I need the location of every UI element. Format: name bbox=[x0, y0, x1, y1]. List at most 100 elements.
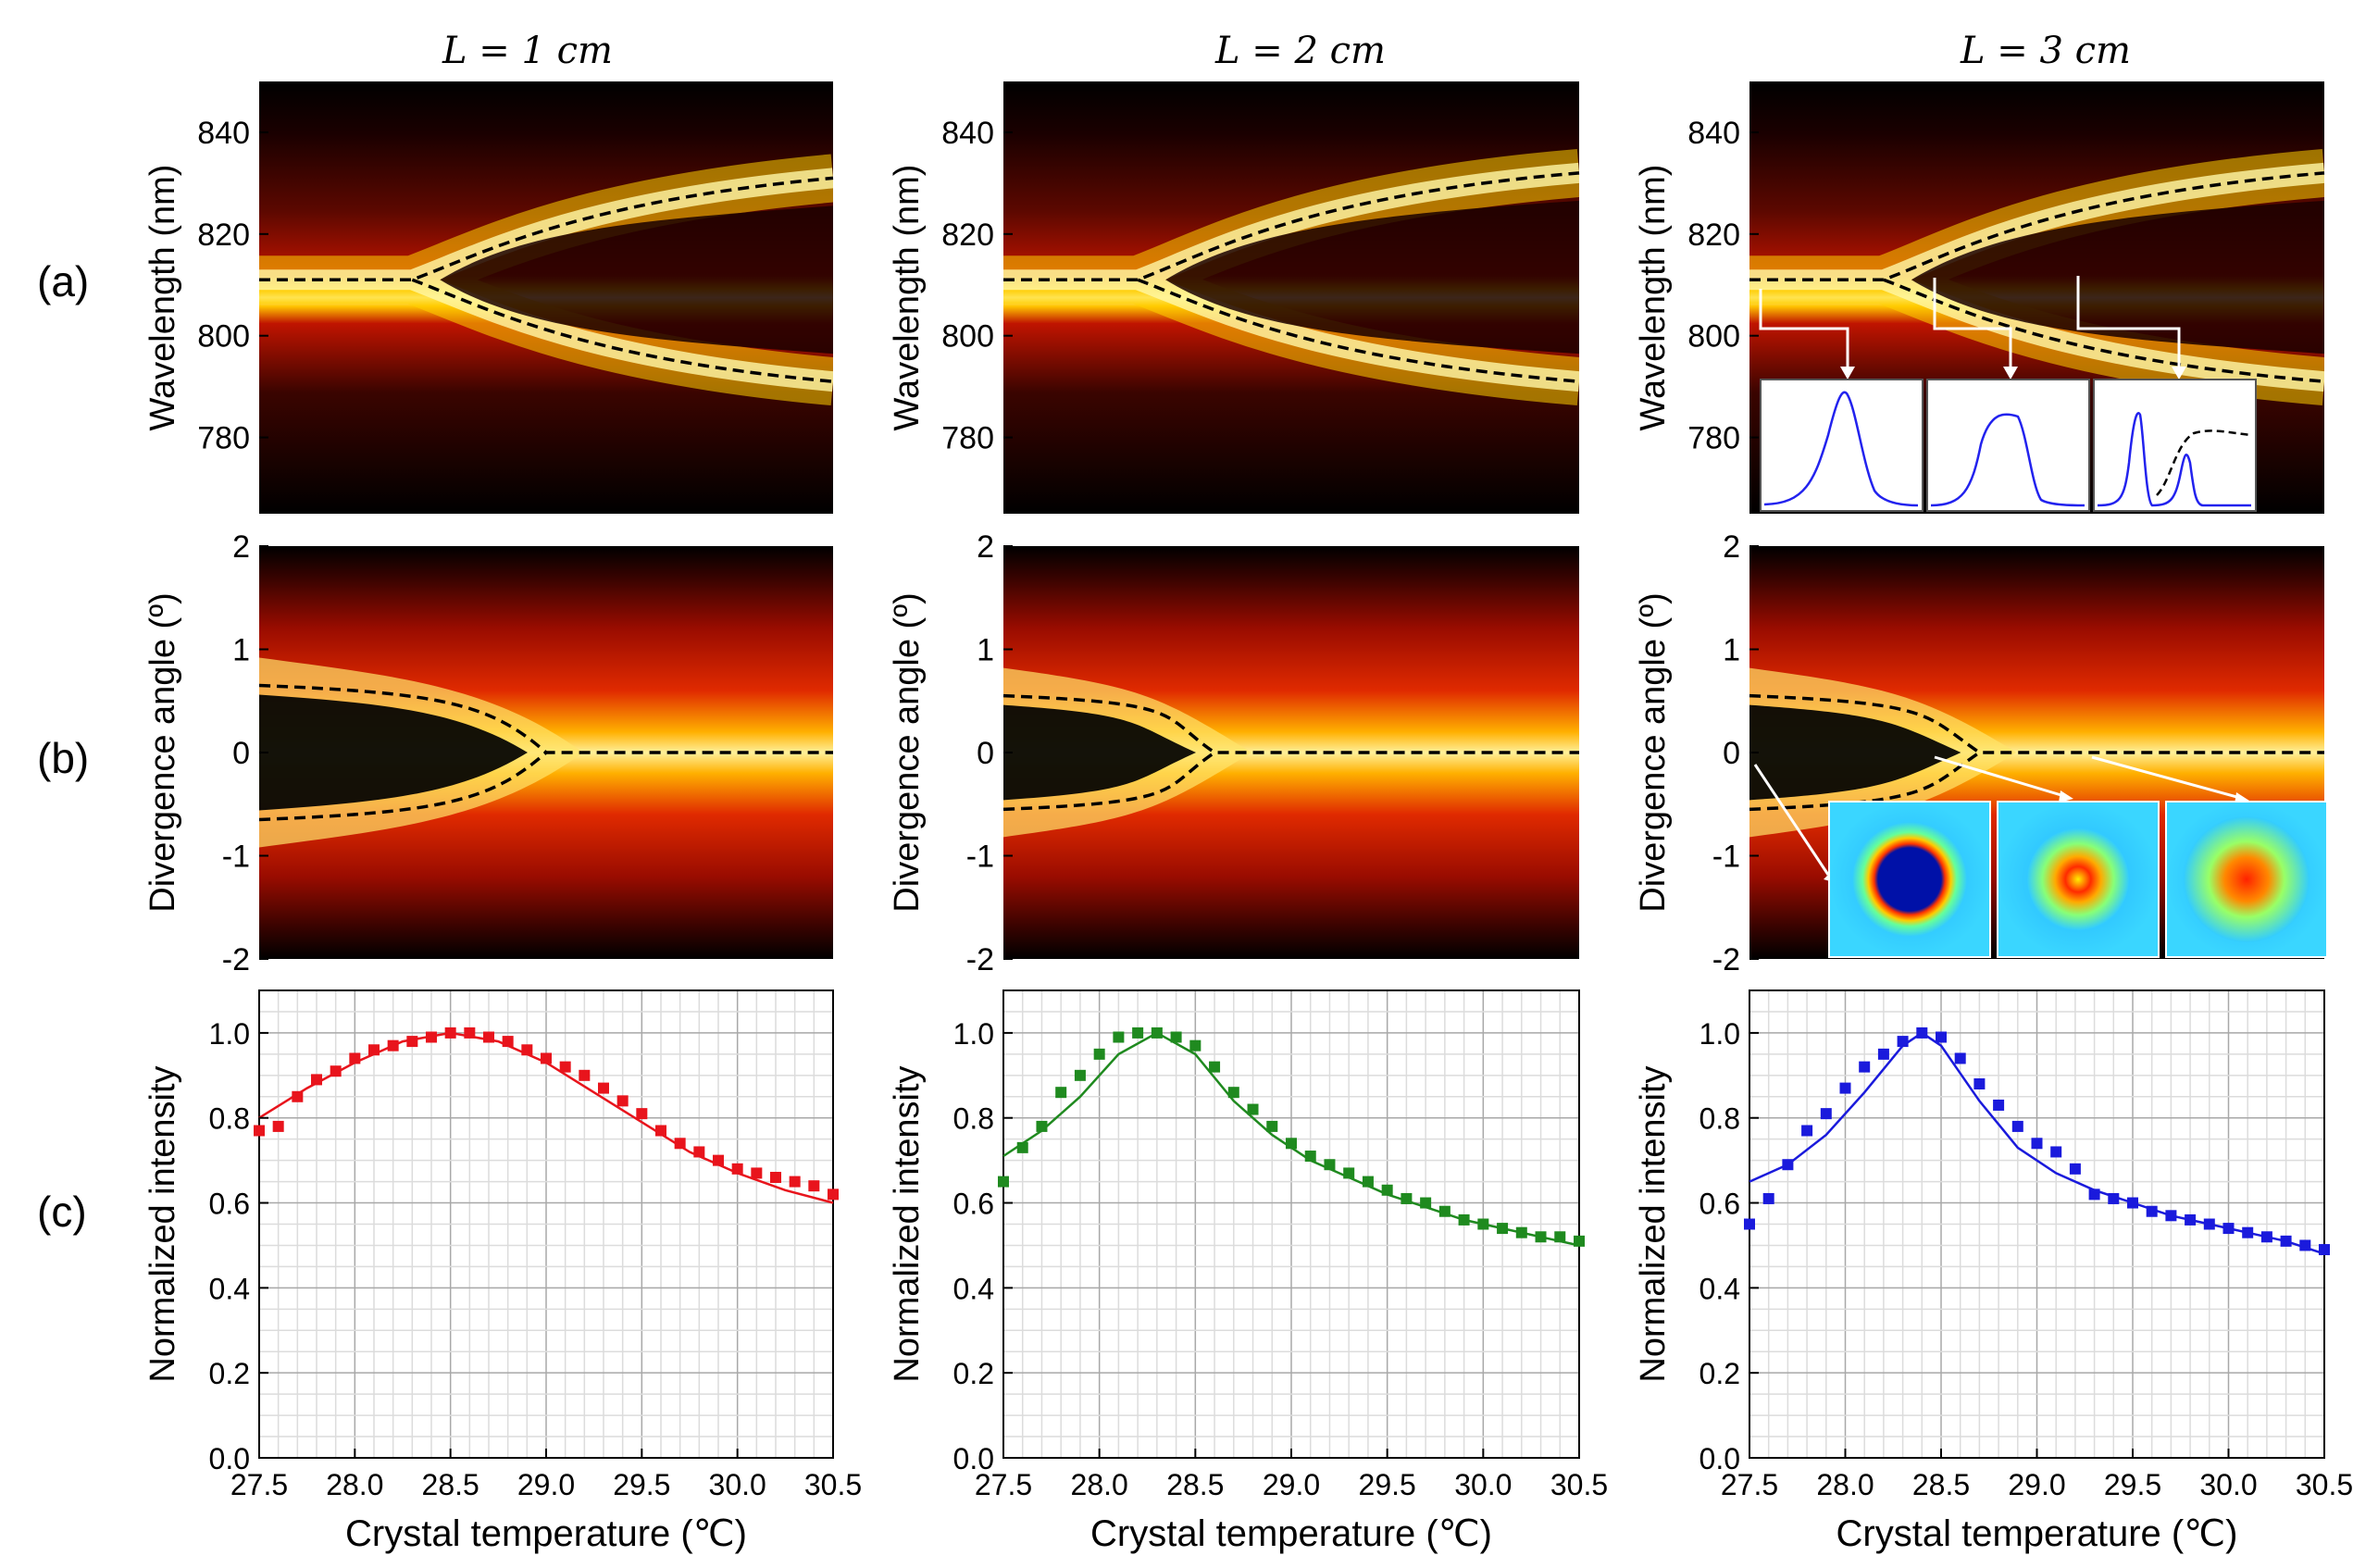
intensity-data-point bbox=[2185, 1213, 2197, 1226]
temperature-tick-label: 29.0 bbox=[2008, 1468, 2065, 1501]
intensity-data-point bbox=[1916, 1027, 1928, 1039]
inset-beam-1 bbox=[1828, 801, 1991, 958]
intensity-data-point bbox=[541, 1052, 552, 1064]
intensity-data-point bbox=[1438, 1205, 1450, 1217]
intensity-data-point bbox=[731, 1163, 743, 1175]
intensity-data-point bbox=[1859, 1061, 1871, 1073]
row-label-c: (c) bbox=[37, 1188, 87, 1236]
intensity-data-point bbox=[349, 1052, 361, 1064]
grid bbox=[1003, 990, 1579, 1458]
wavelength-panel-1: 780 800 820 840 Wavelength (nm) bbox=[143, 81, 834, 514]
intensity-data-point bbox=[2069, 1163, 2081, 1175]
wavelength-axis-label: Wavelength (nm) bbox=[888, 165, 927, 431]
intensity-data-point bbox=[483, 1031, 494, 1043]
intensity-data-point bbox=[1227, 1087, 1239, 1099]
intensity-data-point bbox=[2299, 1239, 2311, 1251]
intensity-tick-label: 0.0 bbox=[209, 1442, 250, 1475]
intensity-data-point bbox=[1535, 1231, 1547, 1243]
wavelength-tick-label: 840 bbox=[941, 116, 994, 151]
intensity-data-point bbox=[1209, 1061, 1221, 1073]
intensity-tick-label: 0.0 bbox=[953, 1442, 994, 1475]
inset-beam-2 bbox=[1997, 801, 2160, 958]
intensity-data-point bbox=[1036, 1120, 1048, 1132]
intensity-data-point bbox=[1458, 1213, 1470, 1226]
intensity-data-point bbox=[2031, 1138, 2043, 1150]
intensity-tick-label: 0.0 bbox=[1699, 1442, 1740, 1475]
intensity-data-point bbox=[1801, 1125, 1813, 1137]
temperature-tick-label: 30.5 bbox=[804, 1468, 862, 1501]
inset-spectrum-1 bbox=[1760, 379, 1924, 512]
intensity-data-point bbox=[1762, 1192, 1774, 1204]
intensity-tick-label: 0.8 bbox=[1699, 1102, 1740, 1136]
intensity-data-point bbox=[2127, 1197, 2138, 1209]
intensity-data-point bbox=[1954, 1052, 1966, 1064]
intensity-tick-label: 0.2 bbox=[953, 1357, 994, 1390]
intensity-panel-1: 0.0 0.2 0.4 0.6 0.8 1.0 27.5 28.0 28.5 29.0 29.5 30… bbox=[143, 989, 862, 1554]
intensity-data-point bbox=[1515, 1226, 1527, 1238]
intensity-tick-label: 0.4 bbox=[1699, 1272, 1740, 1305]
divergence-tick-label: -1 bbox=[222, 840, 250, 875]
intensity-data-point bbox=[311, 1074, 322, 1086]
intensity-data-point bbox=[1170, 1031, 1182, 1043]
intensity-data-point bbox=[1497, 1223, 1509, 1235]
temperature-tick-label: 29.5 bbox=[2104, 1468, 2161, 1501]
intensity-tick-label: 0.2 bbox=[1699, 1357, 1740, 1390]
intensity-tick-label: 0.8 bbox=[953, 1102, 994, 1136]
intensity-data-point bbox=[1362, 1176, 1374, 1188]
divergence-tick-label: 2 bbox=[1723, 529, 1740, 565]
temperature-tick-label: 29.0 bbox=[1263, 1468, 1320, 1501]
intensity-data-point bbox=[2108, 1192, 2120, 1204]
intensity-tick-label: 0.4 bbox=[209, 1272, 250, 1305]
intensity-data-point bbox=[2011, 1120, 2023, 1132]
inset-spectra-arrows bbox=[1759, 276, 2181, 368]
intensity-axis-label: Normalized intensity bbox=[888, 1065, 927, 1382]
intensity-tick-label: 0.6 bbox=[1699, 1188, 1740, 1221]
intensity-data-point bbox=[1151, 1027, 1163, 1039]
intensity-data-point bbox=[368, 1044, 380, 1056]
divergence-tick-label: 1 bbox=[977, 633, 994, 668]
wavelength-tick-label: 800 bbox=[941, 319, 994, 355]
intensity-data-point bbox=[1074, 1069, 1086, 1081]
inset-beams bbox=[1753, 755, 2328, 958]
column-title-3: L = 3 cm bbox=[1960, 30, 2131, 72]
divergence-tick-label: -1 bbox=[1712, 840, 1740, 875]
row-labels: (a) (b) (c) bbox=[37, 257, 89, 1236]
inset-spectra-arrowheads bbox=[1840, 367, 2186, 380]
divergence-tick-label: 0 bbox=[232, 736, 250, 771]
wavelength-axis-label: Wavelength (nm) bbox=[143, 165, 182, 431]
scatter-panels: 0.0 0.2 0.4 0.6 0.8 1.0 27.5 28.0 28.5 29.0 29.5 30… bbox=[143, 989, 2353, 1554]
divergence-tick-label: 2 bbox=[977, 529, 994, 565]
divergence-tick-label: 0 bbox=[1723, 736, 1740, 771]
grid bbox=[259, 990, 833, 1458]
wavelength-tick-label: 840 bbox=[197, 116, 250, 151]
divergence-fit-lower bbox=[1002, 751, 1216, 812]
inset-spectrum-3 bbox=[2093, 379, 2257, 512]
intensity-data-point bbox=[1343, 1167, 1355, 1179]
divergence-tick-label: -2 bbox=[1712, 942, 1740, 977]
intensity-data-point bbox=[1820, 1108, 1832, 1120]
wavelength-tick-label: 820 bbox=[197, 218, 250, 253]
intensity-data-point bbox=[387, 1039, 399, 1052]
temperature-tick-label: 30.0 bbox=[709, 1468, 766, 1501]
column-title-2: L = 2 cm bbox=[1214, 30, 1386, 72]
temperature-tick-label: 28.5 bbox=[1912, 1468, 1970, 1501]
intensity-data-point bbox=[1189, 1039, 1201, 1052]
intensity-data-point bbox=[1266, 1120, 1278, 1132]
inset-beam-arrows bbox=[1753, 755, 2241, 876]
temperature-tick-label: 27.5 bbox=[230, 1468, 288, 1501]
divergence-tick-label: -2 bbox=[966, 942, 994, 977]
temperature-axis-label: Crystal temperature (℃) bbox=[1836, 1513, 2238, 1554]
grid bbox=[1749, 990, 2324, 1458]
intensity-data-point bbox=[789, 1176, 801, 1188]
intensity-data-point bbox=[579, 1069, 591, 1081]
intensity-panel-3: 0.0 0.2 0.4 0.6 0.8 1.0 27.5 28.0 28.5 29.0 29.5 30… bbox=[1634, 989, 2353, 1554]
intensity-data-point bbox=[2050, 1146, 2062, 1158]
intensity-data-point bbox=[1381, 1184, 1393, 1196]
intensity-data-point bbox=[464, 1027, 476, 1039]
intensity-data-point bbox=[2319, 1244, 2330, 1256]
row-label-b: (b) bbox=[37, 734, 89, 782]
intensity-data-point bbox=[2242, 1226, 2254, 1238]
divergence-fit-lower bbox=[258, 751, 548, 822]
intensity-data-point bbox=[559, 1061, 571, 1073]
intensity-data-point bbox=[2222, 1223, 2235, 1235]
